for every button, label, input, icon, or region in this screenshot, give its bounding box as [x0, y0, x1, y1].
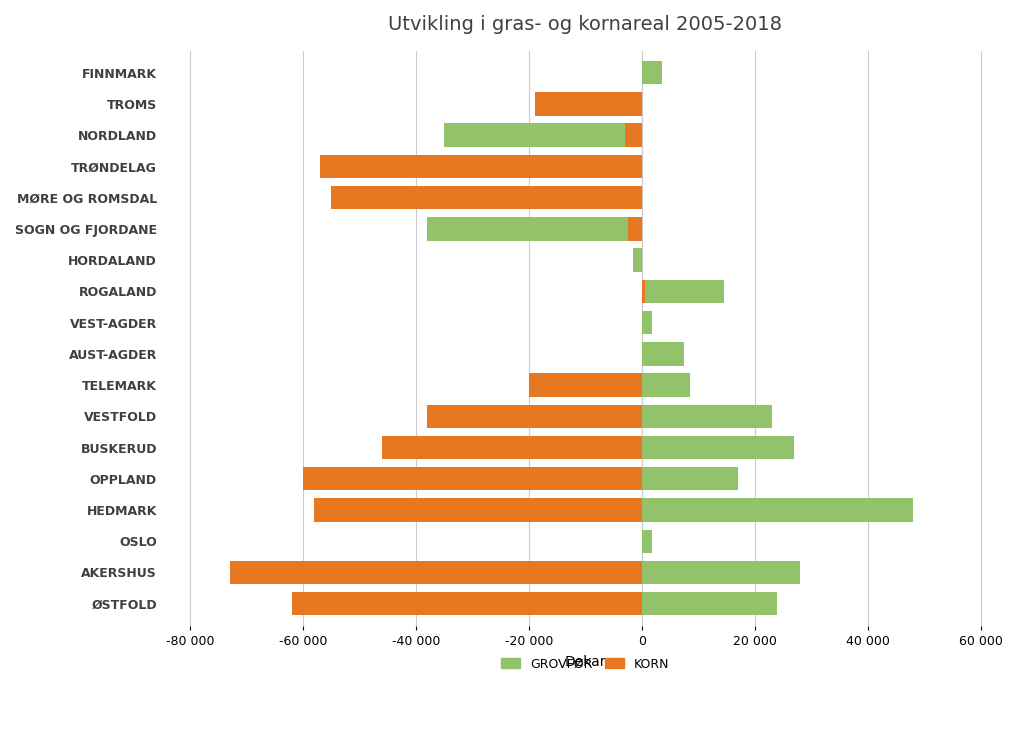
- Bar: [634, 92, 642, 115]
- Bar: [303, 467, 642, 490]
- Bar: [608, 186, 642, 209]
- Bar: [229, 561, 642, 584]
- Bar: [642, 373, 690, 397]
- Bar: [628, 217, 642, 240]
- Bar: [642, 436, 795, 459]
- Bar: [444, 123, 642, 147]
- Bar: [535, 92, 642, 115]
- Bar: [642, 592, 777, 615]
- Legend: GROVFØR, KORN: GROVFØR, KORN: [496, 651, 676, 677]
- Bar: [332, 186, 642, 209]
- Bar: [634, 248, 642, 272]
- Bar: [642, 529, 652, 553]
- X-axis label: Dekar: Dekar: [564, 655, 606, 669]
- Bar: [642, 311, 652, 334]
- Bar: [642, 61, 662, 85]
- Bar: [529, 373, 642, 397]
- Title: Utvikling i gras- og kornareal 2005-2018: Utvikling i gras- og kornareal 2005-2018: [388, 15, 782, 34]
- Bar: [314, 498, 642, 522]
- Bar: [319, 154, 642, 178]
- Bar: [382, 436, 642, 459]
- Bar: [642, 279, 724, 303]
- Bar: [642, 467, 738, 490]
- Bar: [427, 217, 642, 240]
- Bar: [631, 154, 642, 178]
- Bar: [642, 404, 772, 428]
- Bar: [642, 561, 800, 584]
- Bar: [642, 279, 645, 303]
- Bar: [642, 342, 684, 365]
- Bar: [642, 498, 913, 522]
- Bar: [625, 123, 642, 147]
- Bar: [292, 592, 642, 615]
- Bar: [427, 404, 642, 428]
